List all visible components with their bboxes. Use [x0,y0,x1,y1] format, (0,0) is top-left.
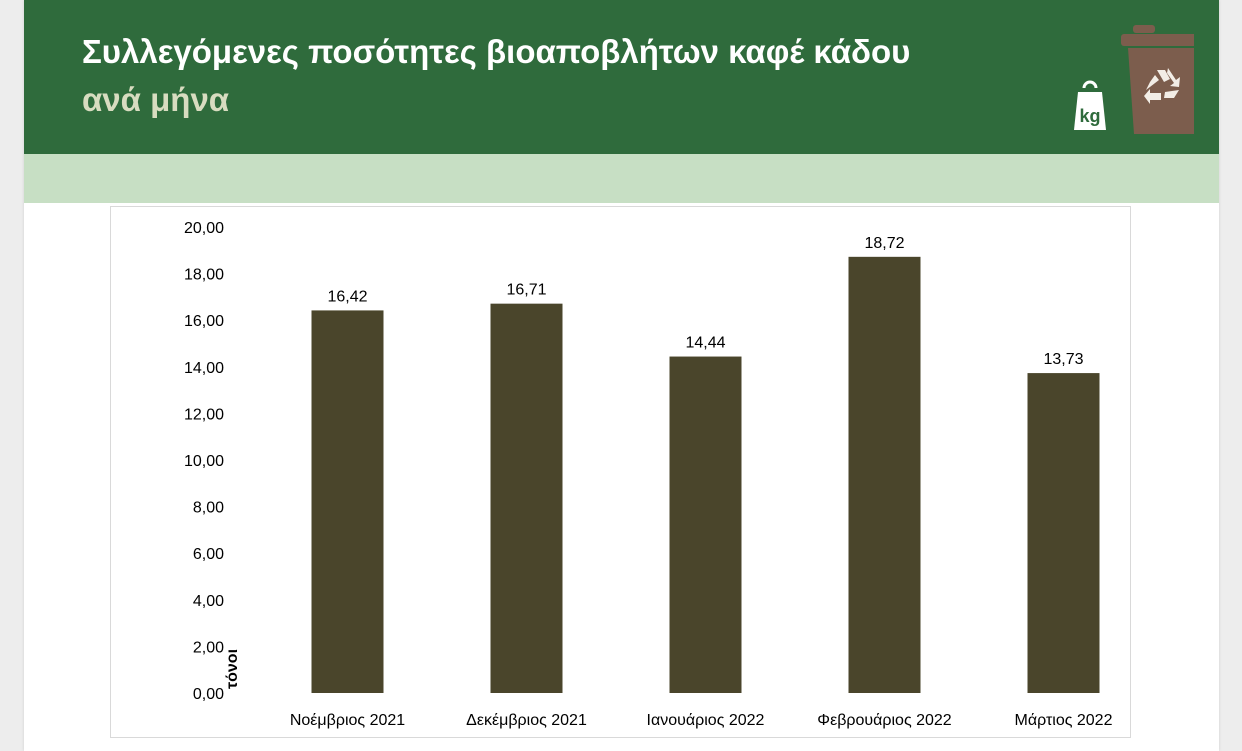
brown-bin-recycle-icon: kg [1064,20,1194,140]
data-label: 14,44 [685,335,725,352]
y-tick-label: 2,00 [193,639,224,656]
slide: Συλλεγόμενες ποσότητες βιοαποβλήτων καφέ… [24,0,1219,751]
x-tick-label: Φεβρουάριος 2022 [817,712,952,729]
chart-frame: 0,00 2,00 4,00 6,00 8,00 10,00 12,00 14,00 16,00… [110,206,1131,738]
bar [491,304,563,693]
y-tick-label: 6,00 [193,546,224,563]
y-tick-label: 18,00 [184,267,224,284]
page-title: Συλλεγόμενες ποσότητες βιοαποβλήτων καφέ… [82,30,910,74]
header-banner: Συλλεγόμενες ποσότητες βιοαποβλήτων καφέ… [24,0,1219,154]
y-tick-label: 16,00 [184,313,224,330]
data-label: 16,42 [327,288,367,305]
y-tick-label: 0,00 [193,686,224,703]
weight-kg-icon: kg [1074,82,1106,130]
x-tick-label: Μάρτιος 2022 [1015,712,1113,729]
y-tick-label: 8,00 [193,500,224,517]
value-labels: 16,42 16,71 14,44 18,72 13,73 [327,235,1083,368]
y-tick-label: 10,00 [184,453,224,470]
y-tick-label: 12,00 [184,406,224,423]
bars [312,257,1100,693]
decorative-band [24,154,1219,203]
weight-badge-label: kg [1079,106,1100,126]
y-tick-label: 4,00 [193,593,224,610]
x-tick-label: Νοέμβριος 2021 [290,712,405,729]
x-tick-label: Ιανουάριος 2022 [647,712,765,729]
bar-chart: 0,00 2,00 4,00 6,00 8,00 10,00 12,00 14,00 16,00… [111,207,1132,739]
x-axis-ticks: Νοέμβριος 2021 Δεκέμβριος 2021 Ιανουάριος … [290,712,1113,729]
bar [312,310,384,693]
y-axis-label: τόνοι [224,649,242,689]
y-tick-label: 20,00 [184,220,224,237]
bar [849,257,921,693]
bar [670,357,742,693]
page-subtitle: ανά μήνα [82,78,229,122]
bar [1028,373,1100,693]
data-label: 16,71 [506,282,546,299]
y-axis-ticks: 0,00 2,00 4,00 6,00 8,00 10,00 12,00 14,00 16,00… [184,220,224,703]
x-tick-label: Δεκέμβριος 2021 [466,712,587,729]
y-tick-label: 14,00 [184,360,224,377]
data-label: 13,73 [1043,351,1083,368]
data-label: 18,72 [864,235,904,252]
